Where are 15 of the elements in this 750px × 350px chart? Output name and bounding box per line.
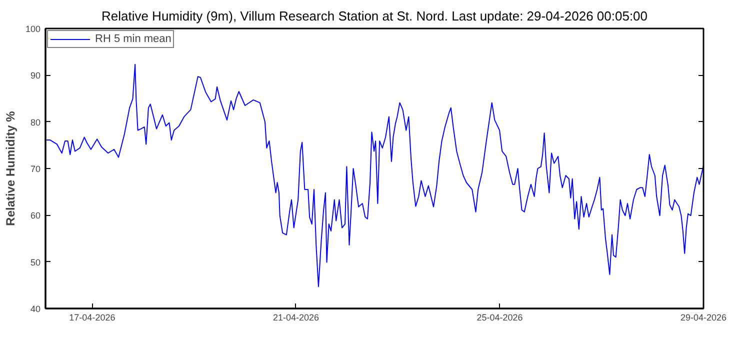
- y-tick-label: 50: [30, 257, 41, 268]
- y-axis-title: Relative Humidity %: [3, 110, 18, 226]
- x-tick-label: 21-04-2026: [272, 312, 319, 322]
- x-tick-label: 17-04-2026: [69, 312, 116, 322]
- legend-label: RH 5 min mean: [95, 33, 172, 45]
- x-tick-label: 25-04-2026: [476, 312, 523, 322]
- y-tick-label: 80: [30, 117, 41, 128]
- y-tick-label: 40: [30, 304, 41, 314]
- chart-title: Relative Humidity (9m), Villum Research Station at St. Nord. Last update: 29-04-2026 00:05:00: [101, 8, 648, 24]
- y-tick-label: 60: [30, 210, 41, 221]
- y-tick-label: 100: [25, 24, 41, 34]
- y-tick-label: 90: [30, 70, 41, 81]
- x-tick-label: 29-04-2026: [680, 312, 727, 322]
- line-series: [46, 64, 704, 288]
- y-tick-label: 70: [30, 164, 41, 174]
